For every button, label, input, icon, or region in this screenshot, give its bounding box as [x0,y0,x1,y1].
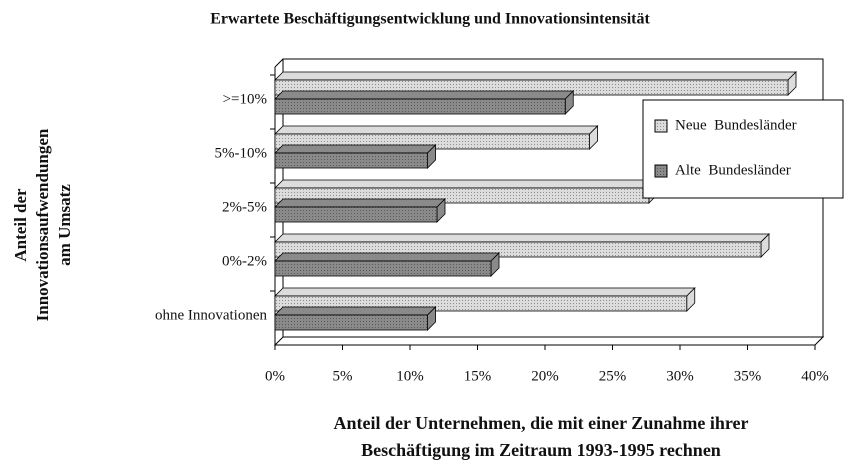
bar [274,144,437,169]
bar-texture [275,99,566,114]
legend-swatch-texture [655,120,667,132]
plot-floor [273,336,825,346]
bar [274,306,437,331]
chart-title: Erwartete Beschäftigungsentwicklung und … [210,11,650,28]
y-axis-label: Anteil der [11,188,30,262]
bar-top [274,71,797,81]
bar-top [274,306,437,316]
bar [274,90,575,115]
y-axis-label: am Umsatz [55,184,74,266]
legend-box [642,99,844,199]
bar-top [274,90,575,100]
x-tick-label: 35% [734,368,762,384]
x-tick-label: 15% [464,368,492,384]
legend-swatch-texture [655,165,667,177]
bar-top [274,144,437,154]
bar [274,198,446,223]
y-tick-label: 5%-10% [215,145,268,161]
x-tick-label: 25% [599,368,627,384]
y-tick-label: >=10% [223,91,267,107]
legend-label: Neue Bundesländer [675,117,797,133]
x-tick-label: 40% [801,368,829,384]
bar-top [274,287,696,297]
y-tick-label: 0%-2% [222,253,267,269]
y-tick-label: ohne Innovationen [155,307,268,323]
bar-top [274,198,446,208]
legend-label: Alte Bundesländer [675,162,791,178]
bar-top [274,233,770,243]
x-tick-label: 30% [666,368,694,384]
y-tick-label: 2%-5% [222,199,267,215]
y-axis-label: Innovationsaufwendungen [33,128,52,321]
x-axis-label: Anteil der Unternehmen, die mit einer Zu… [334,413,749,433]
bar-top [274,252,500,262]
bar-top [274,125,599,135]
bar-texture [275,153,428,168]
x-tick-label: 5% [333,368,353,384]
bar-texture [275,315,428,330]
y-axis-depth [274,58,284,68]
bar-texture [275,261,491,276]
x-axis-label: Beschäftigung im Zeitraum 1993-1995 rech… [361,440,721,460]
bar-texture [275,207,437,222]
x-tick-label: 10% [396,368,424,384]
bar-top [274,179,658,189]
x-tick-label: 0% [265,368,285,384]
bar [274,252,500,277]
x-tick-label: 20% [531,368,559,384]
